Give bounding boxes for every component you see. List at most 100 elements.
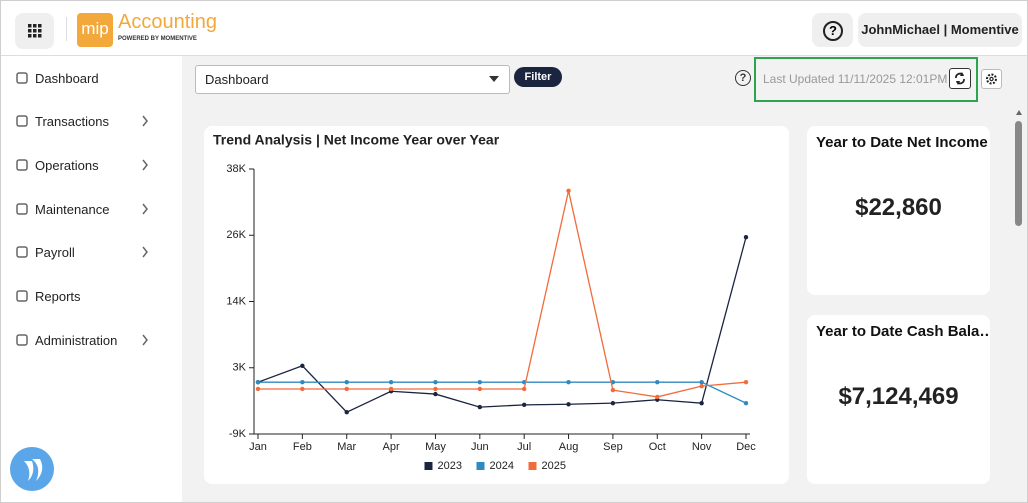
card-title: Year to Date Cash Bala… — [816, 323, 990, 340]
line — [258, 381, 747, 404]
nav-label: Maintenance — [35, 201, 110, 217]
point — [433, 379, 438, 385]
assistant-button[interactable] — [10, 447, 54, 491]
point — [344, 409, 349, 415]
refresh-button[interactable] — [949, 68, 971, 89]
point — [477, 379, 483, 385]
refresh-icon — [955, 72, 965, 85]
filter-button[interactable]: Filter — [514, 67, 562, 87]
chevron — [142, 246, 148, 258]
last-updated: Last Updated 11/11/2025 12:01PM — [763, 72, 948, 86]
point — [433, 391, 438, 397]
point — [521, 386, 527, 392]
user-menu[interactable]: JohnMichael | Momentive — [858, 13, 1022, 47]
point — [610, 387, 616, 393]
legend-swatch — [424, 462, 433, 470]
y-tick-label: 26K — [226, 229, 246, 241]
legend-label: 2023 — [438, 460, 462, 472]
dashboard-select[interactable]: Dashboard — [195, 65, 510, 94]
assistant-icon — [24, 459, 43, 481]
nav-icon — [16, 246, 28, 258]
caret — [489, 76, 499, 82]
divider — [66, 17, 67, 41]
header: mip Accounting POWERED BY MOMENTIVE ? Jo… — [1, 1, 1027, 56]
x-tick-label: Mar — [337, 441, 356, 453]
x-tick-label: Apr — [383, 441, 400, 453]
gear-icon — [986, 73, 997, 85]
legend-swatch — [528, 462, 537, 470]
point — [566, 188, 571, 194]
point — [699, 379, 704, 385]
nav-item[interactable]: Payroll — [15, 242, 165, 262]
legend-swatch — [476, 462, 485, 470]
point — [521, 402, 527, 408]
point — [566, 402, 571, 407]
chart: Trend Analysis | Net Income Year over Ye… — [213, 132, 756, 472]
help-icon[interactable]: ? — [735, 70, 751, 86]
y-tick-label: 14K — [226, 295, 246, 307]
point — [300, 379, 305, 385]
y-tick-label: 3K — [233, 362, 247, 374]
point — [255, 379, 261, 385]
main: Dashboard Filter ? Last Updated 11/11/20… — [182, 56, 1027, 502]
help-button[interactable]: ? — [812, 13, 853, 47]
nav-icon — [16, 72, 28, 84]
chart-card: Trend Analysis | Net Income Year over Ye… — [204, 126, 789, 484]
chevron — [142, 334, 148, 346]
nav-label: Reports — [35, 288, 81, 304]
logo: mip — [77, 13, 113, 47]
point — [610, 400, 616, 406]
point — [433, 386, 438, 392]
settings-button[interactable] — [981, 69, 1002, 89]
x-tick-label: Feb — [293, 441, 312, 453]
point — [344, 379, 349, 385]
point — [300, 386, 305, 392]
scrollbar[interactable] — [1015, 106, 1023, 486]
chevron — [142, 115, 148, 127]
tagline: POWERED BY MOMENTIVE — [118, 36, 197, 42]
x-tick-label: Jul — [517, 441, 531, 453]
line — [257, 237, 747, 413]
point — [566, 379, 571, 385]
x-tick-label: Nov — [692, 441, 712, 453]
point — [699, 383, 704, 389]
nav-item[interactable]: Administration — [15, 330, 165, 350]
nav-label: Payroll — [35, 244, 75, 260]
x-tick-label: Jun — [471, 441, 489, 453]
card-value: $7,124,469 — [838, 383, 959, 410]
point — [743, 235, 749, 240]
nav-label: Administration — [35, 332, 118, 348]
nav-label: Operations — [35, 157, 99, 173]
point — [477, 386, 483, 392]
point — [477, 404, 483, 410]
nav-icon — [16, 290, 28, 302]
nav-icon — [16, 203, 28, 215]
nav-item[interactable]: Transactions — [15, 111, 165, 131]
nav-label: Dashboard — [35, 70, 99, 86]
chevron — [142, 203, 148, 215]
point — [300, 363, 305, 368]
chevron — [142, 159, 148, 171]
x-tick-label: Sep — [603, 441, 623, 453]
apps-button[interactable] — [15, 13, 54, 49]
nav-item[interactable]: Reports — [15, 286, 165, 306]
nav-label: Transactions — [35, 113, 109, 129]
x-tick-label: Jan — [249, 441, 267, 453]
card-value: $22,860 — [855, 194, 942, 221]
line — [258, 190, 747, 398]
nav-item[interactable]: Operations — [15, 155, 165, 175]
point — [655, 394, 660, 400]
nav-icon — [16, 159, 28, 171]
chart-title: Trend Analysis | Net Income Year over Ye… — [213, 132, 500, 148]
nav-item[interactable]: Dashboard — [15, 68, 165, 88]
nav-item[interactable]: Maintenance — [15, 199, 165, 219]
point — [743, 400, 749, 406]
point — [388, 386, 394, 392]
kpi-card: Year to Date Cash Bala… $7,124,469 — [807, 315, 990, 484]
y-tick-label: -9K — [229, 428, 247, 440]
sidebar: Dashboard Transactions Operations Maintenan… — [1, 56, 181, 502]
nav-icon — [16, 334, 28, 346]
card-title: Year to Date Net Income — [816, 134, 988, 151]
scrollbar-track — [1015, 110, 1022, 226]
